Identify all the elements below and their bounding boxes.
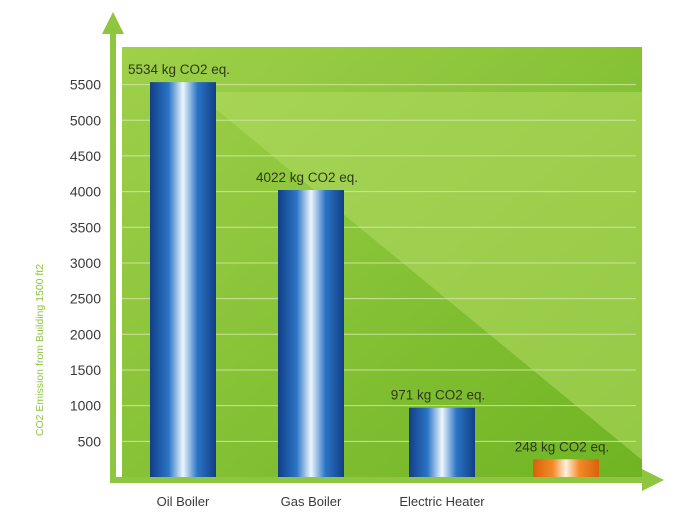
y-tick-label: 5000 xyxy=(70,112,101,128)
x-category-label: Gas Boiler xyxy=(281,494,342,509)
decorative-wedge xyxy=(195,92,642,460)
y-tick-label: 500 xyxy=(78,433,102,449)
y-tick-label: 2000 xyxy=(70,326,101,342)
y-tick-label: 4500 xyxy=(70,148,101,164)
x-category-label: Electric Heater xyxy=(399,494,485,509)
bars xyxy=(150,82,599,477)
category-label-patch xyxy=(506,486,636,512)
y-tick-label: 1500 xyxy=(70,362,101,378)
x-category-label: Oil Boiler xyxy=(157,494,210,509)
y-tick-label: 2500 xyxy=(70,291,101,307)
data-label: 971 kg CO2 eq. xyxy=(391,388,486,403)
data-labels: 5534 kg CO2 eq. 4022 kg CO2 eq. 971 kg CO2… xyxy=(128,62,609,454)
bar-electric-heater xyxy=(409,407,475,477)
bar-oil-boiler xyxy=(150,82,216,477)
data-label: 248 kg CO2 eq. xyxy=(515,439,610,454)
y-tick-label: 1000 xyxy=(70,398,101,414)
y-axis-arrow-icon xyxy=(102,12,124,34)
y-tick-label: 4000 xyxy=(70,184,101,200)
bar-gas-boiler xyxy=(278,190,344,477)
bar-kk-series xyxy=(533,459,599,477)
y-tick-label: 5500 xyxy=(70,77,101,93)
x-axis-arrow-icon xyxy=(642,469,664,491)
data-label: 4022 kg CO2 eq. xyxy=(256,170,358,185)
y-axis-label: CO2 Emission from Building 1500 ft2 xyxy=(34,264,46,436)
data-label: 5534 kg CO2 eq. xyxy=(128,62,230,77)
y-tick-label: 3000 xyxy=(70,255,101,271)
y-tick-labels: 500 1000 1500 2000 2500 3000 3500 4000 4500 5000 5… xyxy=(70,77,101,450)
y-tick-label: 3500 xyxy=(70,219,101,235)
